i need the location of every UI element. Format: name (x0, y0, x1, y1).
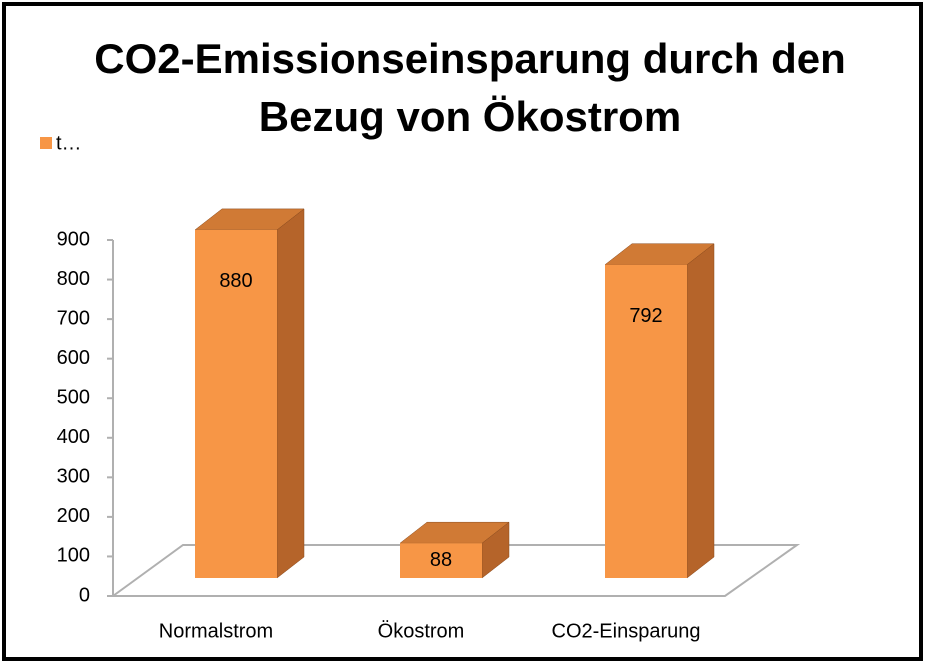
floor (109, 544, 801, 597)
y-tick-label: 700 (57, 307, 90, 329)
data-label: 792 (629, 305, 662, 327)
y-tick-label: 900 (57, 228, 90, 250)
chart-title: Bezug von Ökostrom (259, 93, 681, 140)
data-label: 880 (219, 270, 252, 292)
chart-title: CO2-Emissionseinsparung durch den (94, 35, 845, 82)
bar (605, 264, 687, 578)
bar (195, 229, 277, 578)
y-tick-label: 400 (57, 426, 90, 448)
legend-label: t… (56, 132, 82, 154)
bar (400, 543, 482, 578)
data-label: 88 (430, 549, 452, 571)
legend-swatch (40, 137, 52, 149)
y-tick-label: 200 (57, 505, 90, 527)
bar-side (686, 243, 715, 579)
y-tick-label: 500 (57, 387, 90, 409)
x-tick-label: CO2-Einsparung (552, 620, 701, 642)
y-tick-label: 0 (79, 584, 90, 606)
x-tick-label: Ökostrom (378, 620, 465, 642)
bar-side (276, 208, 305, 579)
y-tick-label: 600 (57, 347, 90, 369)
y-tick-label: 300 (57, 466, 90, 488)
y-tick-label: 800 (57, 268, 90, 290)
x-tick-label: Normalstrom (159, 620, 273, 642)
y-tick-label: 100 (57, 545, 90, 567)
